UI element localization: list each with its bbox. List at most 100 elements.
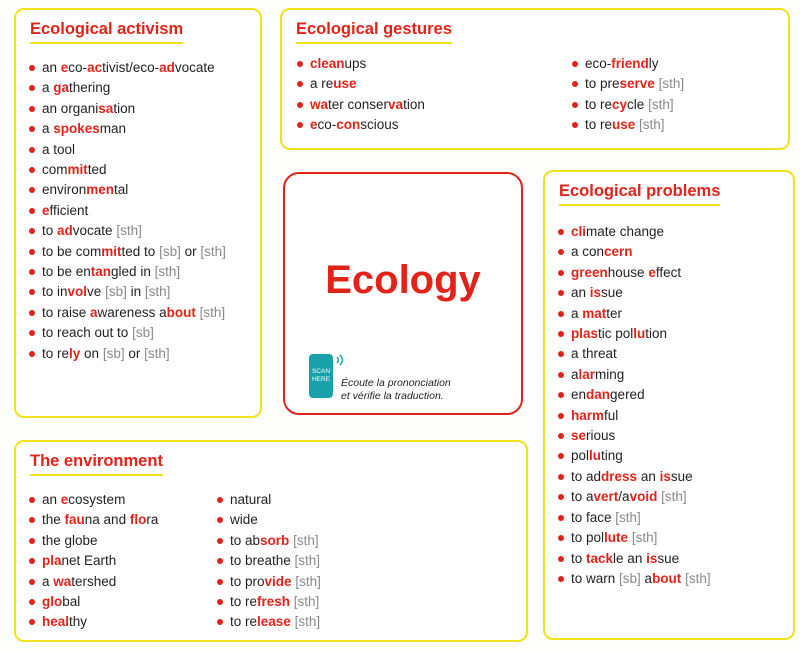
text: gled in: [111, 264, 155, 280]
word-item: wide: [216, 510, 321, 530]
placeholder: [sth]: [639, 117, 665, 133]
text: co-: [68, 60, 88, 75]
text: an: [42, 492, 61, 507]
placeholder: [sb]: [159, 243, 181, 259]
text: vocate: [174, 60, 215, 75]
scan-note: Écoute la prononciation et vérifie la tr…: [341, 377, 451, 403]
word-item: a concern: [557, 242, 711, 262]
word-item: to address an issue: [557, 467, 711, 487]
text: the: [42, 512, 65, 528]
text: to warn: [571, 570, 620, 586]
text: ly: [648, 56, 659, 71]
text: to pre: [585, 76, 620, 92]
placeholder: [sth]: [615, 509, 641, 525]
stressed-syllable: is: [589, 285, 602, 301]
text: to ad: [571, 468, 602, 484]
word-item: to be entangled in [sth]: [28, 262, 226, 282]
columns: cleanups a reuse water conservation eco-con…: [296, 54, 684, 136]
stressed-syllable: friend: [611, 56, 649, 71]
stressed-syllable: spokes: [53, 121, 100, 137]
text: bal: [62, 594, 81, 610]
text: to re: [230, 614, 258, 630]
stressed-syllable: wa: [53, 573, 72, 589]
stressed-syllable: mat: [582, 305, 607, 321]
text: ve: [87, 284, 106, 300]
word-item: a spokesman: [28, 119, 226, 139]
stressed-syllable: bout: [652, 570, 682, 586]
word-item: a gathering: [28, 78, 226, 98]
word-item: to advocate [sth]: [28, 221, 226, 241]
word-item: greenhouse effect: [557, 263, 711, 283]
text: le an: [613, 550, 647, 566]
stressed-syllable: se: [571, 428, 587, 444]
text: sue: [657, 550, 680, 566]
word-item: to warn [sb] about [sth]: [557, 569, 711, 589]
text: tion: [645, 326, 668, 342]
text: cosystem: [68, 492, 126, 507]
word-item: to recycle [sth]: [571, 95, 684, 115]
word-item: an eco-activist/eco-advocate: [28, 58, 226, 78]
text: to re: [585, 96, 613, 112]
text: ups: [344, 56, 367, 71]
text: eco-: [585, 56, 612, 71]
placeholder: [sb]: [105, 284, 127, 300]
placeholder: [sb]: [102, 345, 125, 361]
word-item: a watershed: [28, 572, 216, 592]
stressed-syllable: e: [42, 202, 50, 218]
word-item: to preserve [sth]: [571, 74, 684, 94]
text: ter: [606, 305, 623, 321]
text: to: [42, 223, 58, 239]
stressed-syllable: lu: [633, 326, 646, 342]
stressed-syllable: is: [659, 468, 671, 484]
word-list: cleanups a reuse water conservation eco-con…: [296, 54, 571, 136]
text: rious: [586, 428, 616, 444]
stressed-syllable: pla: [42, 553, 62, 569]
word-item: a tool: [28, 140, 226, 160]
stressed-syllable: e: [60, 60, 69, 75]
scan-icon[interactable]: SCAN HERE: [309, 354, 333, 398]
stressed-syllable: lu: [589, 448, 602, 464]
text: a threat: [571, 346, 617, 362]
text: tion: [403, 96, 425, 112]
stressed-syllable: ad: [159, 60, 175, 75]
word-item: endangered: [557, 385, 711, 405]
text: or: [124, 345, 145, 361]
text: or: [180, 243, 201, 259]
stressed-syllable: lute: [604, 530, 629, 546]
word-item: cleanups: [296, 54, 571, 74]
center-card: Ecology SCAN HERE Écoute la prononciatio…: [283, 172, 523, 415]
placeholder: [sth]: [144, 284, 171, 300]
stressed-syllable: wa: [310, 96, 329, 112]
text: a re: [310, 76, 334, 92]
text: a: [571, 366, 579, 382]
text: to a: [571, 489, 594, 505]
stressed-syllable: vide: [264, 573, 292, 589]
text: house: [607, 264, 649, 280]
signal-icon: [336, 354, 344, 366]
text: wide: [230, 512, 258, 528]
text: to raise: [42, 304, 91, 320]
text: ra: [146, 512, 159, 528]
word-item: efficient: [28, 201, 226, 221]
placeholder: [sb]: [619, 570, 641, 586]
text: on: [80, 345, 103, 361]
text: co-: [317, 117, 337, 133]
text: to re: [42, 345, 70, 361]
word-list: natural wide to absorb [sth] to breathe [st…: [216, 490, 321, 633]
stressed-syllable: serve: [619, 76, 655, 92]
word-item: eco-friendly: [571, 54, 684, 74]
placeholder: [sth]: [144, 345, 170, 361]
text: cle: [627, 96, 649, 112]
stressed-syllable: ac: [87, 60, 103, 75]
word-item: alarming: [557, 365, 711, 385]
text: vocate: [72, 223, 117, 239]
text: tal: [114, 182, 129, 198]
word-list: an ecosystem the fauna and flora the globe…: [28, 490, 216, 633]
text: com: [42, 162, 68, 178]
stressed-syllable: glo: [42, 594, 63, 610]
text: ted to: [121, 243, 160, 259]
vocab-box: Ecological problems climate change a conce…: [543, 170, 795, 640]
text: to pro: [230, 573, 265, 589]
text: the globe: [42, 532, 98, 548]
